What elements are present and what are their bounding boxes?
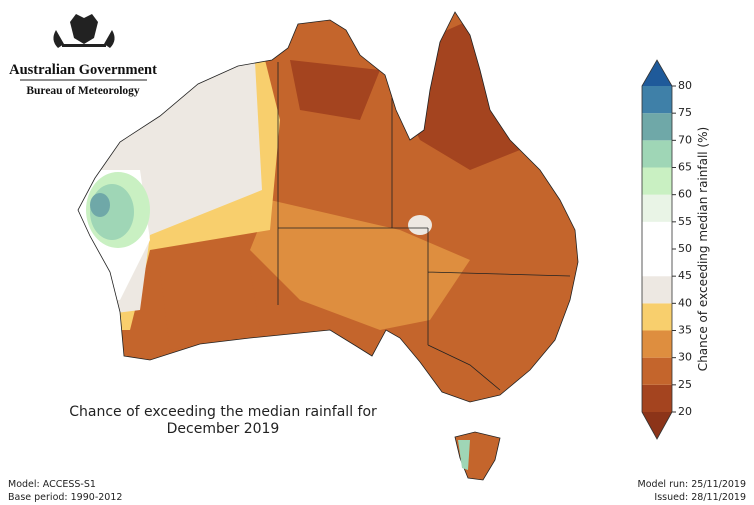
color-band <box>642 140 672 168</box>
color-band <box>642 303 672 331</box>
crest <box>53 14 115 48</box>
tick-label: 70 <box>678 133 692 146</box>
color-band <box>642 357 672 385</box>
base-period: Base period: 1990-2012 <box>8 492 122 503</box>
tick-label: 80 <box>678 79 692 92</box>
tick-label: 20 <box>678 405 692 418</box>
color-band <box>642 249 672 277</box>
color-band <box>642 384 672 412</box>
color-band <box>642 194 672 222</box>
map-title: Chance of exceeding the median rainfall … <box>69 404 377 420</box>
tick-label: 60 <box>678 188 692 201</box>
color-band <box>642 221 672 249</box>
color-band <box>642 167 672 195</box>
colorbar: 20 25 30 35 40 45 50 55 60 65 70 75 80 <box>641 59 692 440</box>
tick-label: 35 <box>678 324 692 337</box>
over-triangle <box>642 60 672 86</box>
color-band <box>642 330 672 358</box>
issued: Issued: 28/11/2019 <box>654 492 746 503</box>
tick-label: 30 <box>678 351 692 364</box>
colorbar-label: Chance of exceeding median rainfall (%) <box>696 127 710 371</box>
color-band <box>642 276 672 304</box>
org-name: Australian Government <box>9 62 157 78</box>
tick-label: 25 <box>678 378 692 391</box>
model-run: Model run: 25/11/2019 <box>638 479 746 490</box>
tick-label: 50 <box>678 242 692 255</box>
tick-label: 55 <box>678 215 692 228</box>
dept-name: Bureau of Meteorology <box>26 85 140 97</box>
tick-label: 45 <box>678 269 692 282</box>
color-band <box>642 86 672 114</box>
tick-label: 65 <box>678 161 692 174</box>
tick-label: 40 <box>678 296 692 309</box>
map-title: December 2019 <box>167 421 280 437</box>
under-triangle <box>642 412 672 439</box>
model: Model: ACCESS-S1 <box>8 479 96 490</box>
color-band <box>642 113 672 141</box>
tick-label: 75 <box>678 106 692 119</box>
